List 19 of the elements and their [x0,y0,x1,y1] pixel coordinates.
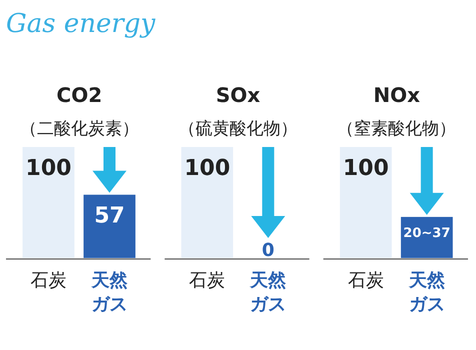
chart-subtitle: （窒素酸化物） [337,119,456,139]
chart-title: SOx [216,83,260,107]
x-tick-label: 天然ガス [249,270,288,315]
data-label: 57 [94,204,125,229]
x-tick-label: 石炭 [189,270,226,291]
data-label: 100 [342,156,389,181]
data-label: 0 [262,240,274,261]
x-tick-label: 石炭 [30,270,66,291]
data-label: 20~37 [403,226,450,241]
x-tick-label: 天然ガス [408,270,446,315]
text: Gas energy [6,9,156,39]
data-label: 100 [26,156,72,181]
chart-title: NOx [373,83,420,107]
x-tick-label: 天然ガス [90,270,128,315]
chart-subtitle: （硫黄酸化物） [178,119,298,139]
chart-subtitle: （二酸化炭素） [20,119,139,139]
x-tick-label: 石炭 [348,270,384,291]
chart-title: CO2 [56,83,102,107]
data-label: 100 [184,156,230,181]
